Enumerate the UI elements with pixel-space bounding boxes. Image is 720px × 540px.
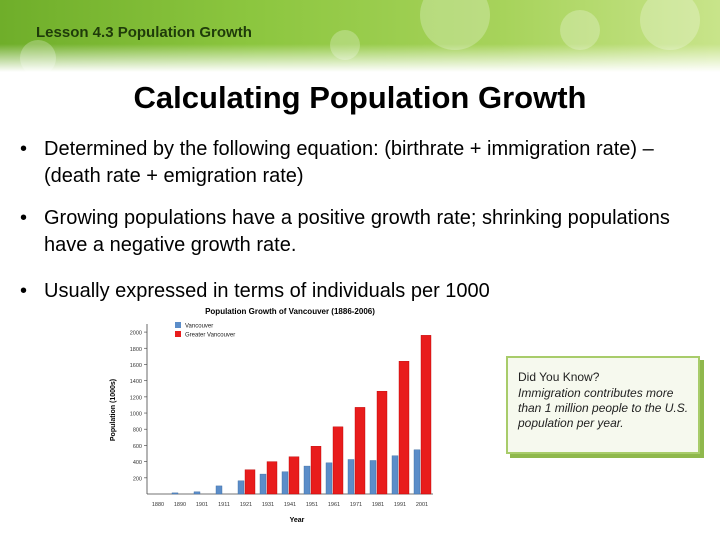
lesson-label: Lesson 4.3 Population Growth <box>36 24 252 41</box>
bar-greater-vancouver <box>354 407 366 495</box>
slide-header <box>0 0 720 72</box>
bar-vancouver <box>281 471 289 495</box>
y-tick-label: 2000 <box>130 331 142 337</box>
population-chart: Population Growth of Vancouver (1886-200… <box>110 307 433 524</box>
legend-swatch <box>175 322 181 328</box>
x-tick-label: 1971 <box>350 502 362 508</box>
legend-swatch <box>175 331 181 337</box>
bullet-text: Determined by the following equation: (b… <box>44 138 654 187</box>
header-bubble <box>560 10 600 50</box>
bullet-dot: • <box>20 207 28 229</box>
bar-vancouver <box>303 465 311 495</box>
bar-vancouver <box>325 462 333 495</box>
bar-vancouver <box>171 492 179 495</box>
x-tick-label: 1941 <box>284 502 296 508</box>
bullet-item: • Growing populations have a positive gr… <box>20 205 710 259</box>
chart-title: Population Growth of Vancouver (1886-200… <box>205 307 375 316</box>
bullet-dot: • <box>20 280 28 302</box>
x-tick-label: 1921 <box>240 502 252 508</box>
header-bubble <box>420 0 490 50</box>
legend-label: Greater Vancouver <box>185 333 235 339</box>
bar-greater-vancouver <box>244 469 256 495</box>
y-tick-label: 1200 <box>130 395 142 401</box>
y-tick-label: 600 <box>133 444 142 450</box>
y-tick-label: 1600 <box>130 363 142 369</box>
y-tick-label: 200 <box>133 476 142 482</box>
x-tick-label: 1890 <box>174 502 186 508</box>
bar-vancouver <box>259 473 267 495</box>
bar-greater-vancouver <box>420 335 432 495</box>
callout-title: Did You Know? <box>518 370 600 384</box>
y-tick-label: 1400 <box>130 379 142 385</box>
bar-vancouver <box>193 491 201 495</box>
bar-vancouver <box>215 485 223 495</box>
bullet-dot: • <box>20 138 28 160</box>
x-axis-label: Year <box>290 517 305 524</box>
bar-greater-vancouver <box>398 361 410 495</box>
bar-greater-vancouver <box>310 446 322 495</box>
bar-greater-vancouver <box>266 461 278 495</box>
bar-greater-vancouver <box>332 426 344 495</box>
y-axis-label: Population (1000s) <box>110 379 117 441</box>
x-tick-label: 1981 <box>372 502 384 508</box>
did-you-know-callout: Did You Know? Immigration contributes mo… <box>506 356 700 454</box>
y-tick-label: 800 <box>133 428 142 434</box>
x-tick-label: 1901 <box>196 502 208 508</box>
x-tick-label: 1951 <box>306 502 318 508</box>
x-tick-label: 1961 <box>328 502 340 508</box>
bullet-item: • Usually expressed in terms of individu… <box>20 278 710 305</box>
y-tick-label: 1000 <box>130 412 142 418</box>
x-tick-label: 1911 <box>218 502 230 508</box>
header-bubble <box>20 40 56 72</box>
bar-vancouver <box>237 480 245 495</box>
x-tick-label: 1880 <box>152 502 164 508</box>
bullet-text: Growing populations have a positive grow… <box>44 207 670 256</box>
bar-greater-vancouver <box>376 390 388 495</box>
y-tick-label: 1800 <box>130 347 142 353</box>
x-tick-label: 2001 <box>416 502 428 508</box>
bar-vancouver <box>369 460 377 495</box>
bar-vancouver <box>347 459 355 495</box>
bar-vancouver <box>413 449 421 495</box>
y-tick-label: 400 <box>133 460 142 466</box>
callout-body: Immigration contributes more than 1 mill… <box>518 386 689 430</box>
legend-label: Vancouver <box>185 324 213 330</box>
x-tick-label: 1991 <box>394 502 406 508</box>
bullet-item: • Determined by the following equation: … <box>20 136 710 190</box>
bar-vancouver <box>391 455 399 495</box>
x-tick-label: 1931 <box>262 502 274 508</box>
header-bubble <box>330 30 360 60</box>
bullet-text: Usually expressed in terms of individual… <box>44 280 490 302</box>
slide-title: Calculating Population Growth <box>133 80 587 115</box>
bar-greater-vancouver <box>288 456 300 495</box>
header-bubble <box>640 0 700 50</box>
